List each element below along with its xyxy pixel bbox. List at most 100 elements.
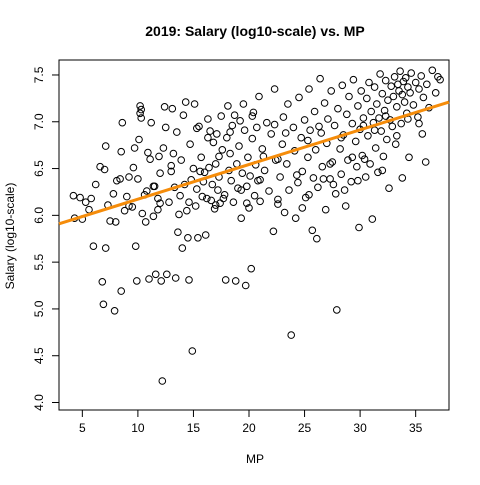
data-point	[201, 231, 210, 239]
data-point	[243, 199, 251, 207]
data-point	[414, 113, 422, 121]
data-point	[304, 136, 312, 145]
x-tick-label: 25	[298, 421, 312, 435]
data-point	[315, 122, 323, 131]
data-point	[396, 67, 404, 75]
data-point	[411, 78, 420, 87]
data-point	[349, 75, 358, 84]
data-point	[333, 306, 341, 314]
data-point	[155, 152, 163, 161]
data-point	[398, 174, 407, 182]
data-point	[387, 82, 396, 90]
data-point	[353, 162, 361, 171]
data-point	[334, 104, 342, 113]
data-point	[157, 277, 165, 285]
data-point	[398, 90, 407, 99]
data-point	[243, 182, 251, 191]
data-point	[110, 307, 119, 315]
data-point	[423, 80, 431, 89]
data-point	[263, 118, 271, 127]
y-axis: 4.0 4.5 5.0 5.5 6.0 6.5 7.0 7.5	[32, 66, 59, 411]
data-point	[347, 177, 356, 186]
data-point	[279, 113, 288, 121]
data-point	[186, 140, 194, 148]
data-point	[326, 160, 334, 168]
data-point	[220, 191, 229, 199]
data-point	[391, 140, 400, 148]
data-point	[210, 205, 219, 213]
data-point	[106, 217, 114, 225]
data-point	[111, 218, 120, 226]
data-point	[138, 209, 147, 218]
data-point	[378, 89, 387, 98]
data-point	[89, 242, 98, 250]
data-point	[154, 205, 162, 214]
data-point	[133, 277, 141, 285]
data-point	[221, 276, 230, 284]
data-point	[368, 215, 377, 223]
x-tick-label: 30	[353, 421, 367, 435]
data-point	[380, 106, 389, 115]
data-point	[185, 198, 193, 206]
data-point	[197, 153, 205, 162]
data-point	[285, 186, 293, 194]
data-point	[313, 234, 321, 243]
data-point	[379, 152, 388, 161]
data-point	[258, 145, 267, 153]
data-point	[310, 107, 319, 116]
data-point	[417, 72, 426, 80]
data-point	[143, 187, 151, 195]
data-point	[371, 144, 380, 152]
data-point	[329, 180, 338, 189]
data-point	[269, 227, 278, 236]
data-point	[327, 87, 336, 95]
data-point	[401, 74, 410, 82]
data-point	[209, 138, 218, 147]
data-point	[287, 331, 296, 339]
data-point	[418, 130, 427, 138]
data-point	[211, 160, 220, 168]
regression-line-layer	[58, 100, 450, 226]
data-point	[123, 192, 131, 201]
data-point	[244, 153, 252, 162]
data-point	[154, 194, 162, 203]
data-point	[415, 85, 423, 93]
data-point	[176, 191, 184, 200]
data-point	[393, 103, 401, 111]
data-point	[297, 133, 306, 142]
data-point	[355, 223, 363, 232]
data-point	[230, 111, 239, 119]
data-point	[188, 347, 197, 355]
data-point	[146, 155, 154, 163]
data-point	[99, 300, 108, 309]
data-point	[370, 83, 379, 91]
data-point	[144, 148, 152, 157]
data-point	[397, 119, 406, 128]
data-point	[388, 122, 397, 131]
data-point	[358, 151, 367, 160]
data-point	[156, 199, 164, 207]
data-point	[321, 205, 330, 214]
data-point	[198, 192, 207, 201]
data-point	[175, 210, 183, 219]
data-point	[206, 127, 214, 135]
data-point	[161, 123, 170, 132]
data-point	[245, 204, 253, 212]
data-point	[128, 203, 137, 211]
data-point	[195, 122, 203, 131]
data-point	[318, 162, 327, 171]
data-point	[393, 132, 401, 140]
data-point	[248, 134, 257, 143]
data-point	[229, 198, 238, 206]
data-point	[306, 126, 314, 134]
data-point	[135, 135, 143, 144]
regression-line	[58, 100, 450, 226]
data-point	[338, 81, 347, 90]
data-point	[158, 377, 167, 385]
data-point	[373, 100, 381, 108]
data-point	[361, 173, 370, 181]
data-point	[293, 171, 301, 179]
data-point	[159, 144, 168, 152]
data-point	[190, 100, 199, 108]
